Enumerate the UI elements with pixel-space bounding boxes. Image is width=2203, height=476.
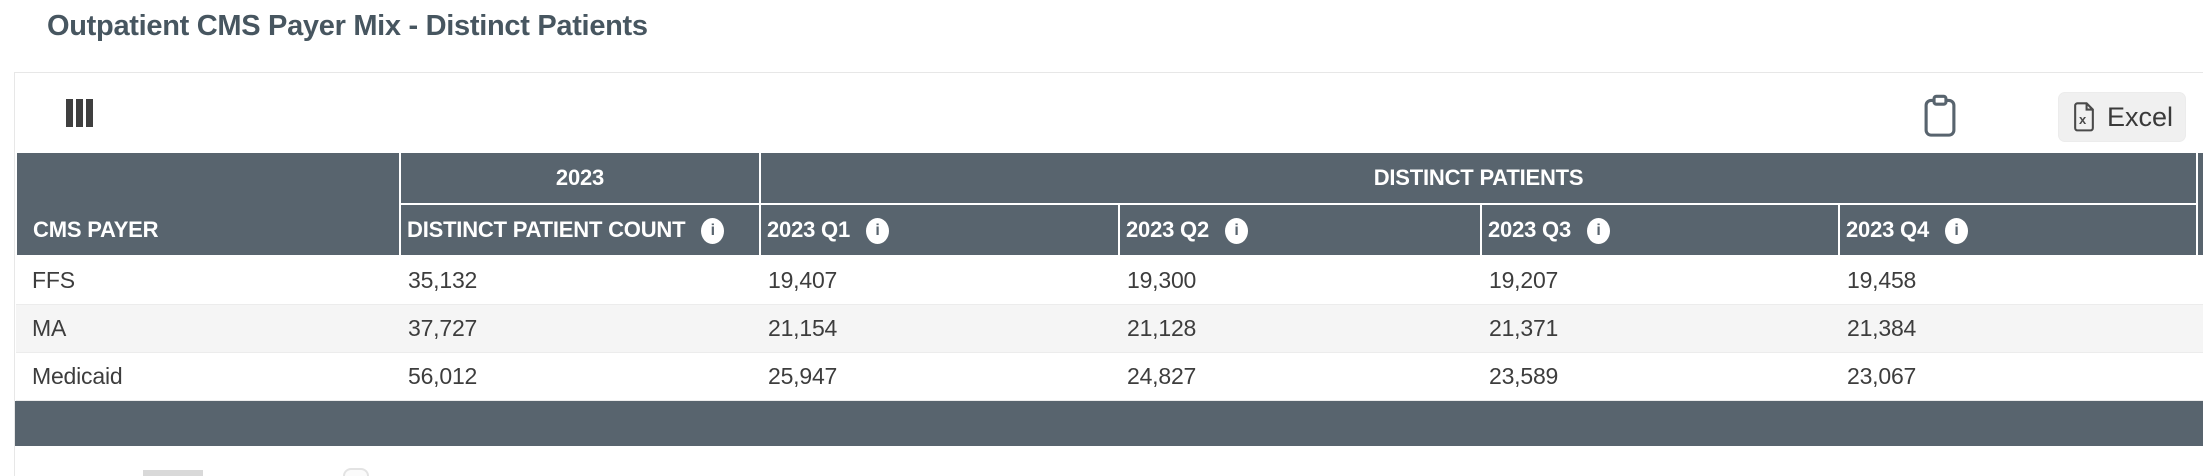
cell-value: 35,132 xyxy=(400,256,760,305)
cell-value: 21,371 xyxy=(1481,304,1839,353)
svg-text:x: x xyxy=(2079,112,2087,127)
column-header-label: 2023 Q2 xyxy=(1126,217,1210,243)
cell-value: 19,407 xyxy=(760,256,1119,305)
cell-value: 25,947 xyxy=(760,352,1119,401)
excel-file-icon: x xyxy=(2074,102,2094,132)
cell-payer: Medicaid xyxy=(16,352,400,401)
columns-icon xyxy=(76,99,83,127)
cell-sliver xyxy=(2197,256,2203,305)
table-row: MA 37,727 21,154 21,128 21,371 21,384 xyxy=(16,304,2203,353)
columns-icon xyxy=(86,99,93,127)
table-row: Medicaid 56,012 25,947 24,827 23,589 23,… xyxy=(16,352,2203,401)
column-header-label: 2023 Q3 xyxy=(1488,217,1572,243)
column-header-2023-q4[interactable]: 2023 Q4 i xyxy=(1837,203,2199,257)
column-picker-button[interactable] xyxy=(66,99,93,127)
table-row: FFS 35,132 19,407 19,300 19,207 19,458 xyxy=(16,256,2203,305)
cell-payer: MA xyxy=(16,304,400,353)
column-header-2023-q3[interactable]: 2023 Q3 i xyxy=(1480,203,1840,257)
cell-value: 21,384 xyxy=(1839,304,2198,353)
column-header-2023-q2[interactable]: 2023 Q2 i xyxy=(1118,203,1482,257)
cell-value: 21,154 xyxy=(760,304,1119,353)
next-column-sliver xyxy=(2196,151,2203,257)
cell-value: 37,727 xyxy=(400,304,760,353)
group-header-distinct-patients: DISTINCT PATIENTS xyxy=(758,151,2199,205)
column-header-label: CMS PAYER xyxy=(33,217,159,242)
cell-value: 23,589 xyxy=(1481,352,1839,401)
payer-mix-table: CMS PAYER 2023 DISTINCT PATIENTS DISTINC… xyxy=(15,151,2203,401)
info-icon[interactable]: i xyxy=(865,217,889,244)
clipboard-icon xyxy=(1924,94,1956,137)
cropped-element-fragment xyxy=(143,470,203,476)
copy-to-clipboard-button[interactable] xyxy=(1923,94,1957,138)
info-icon[interactable]: i xyxy=(1586,217,1610,244)
info-icon[interactable]: i xyxy=(1224,217,1248,244)
table-footer-bar xyxy=(15,400,2203,446)
cell-sliver xyxy=(2197,304,2203,353)
cell-value: 19,207 xyxy=(1481,256,1839,305)
excel-button-label: Excel xyxy=(2106,101,2174,132)
widget-toolbar: x Excel xyxy=(15,73,2203,151)
column-header-2023-q1[interactable]: 2023 Q1 i xyxy=(759,203,1120,257)
info-icon[interactable]: i xyxy=(701,217,725,244)
cell-payer: FFS xyxy=(16,256,400,305)
cell-sliver xyxy=(2197,352,2203,401)
column-header-label: 2023 Q4 xyxy=(1846,217,1930,243)
column-header-label: 2023 Q1 xyxy=(767,217,851,243)
info-icon[interactable]: i xyxy=(1944,217,1968,244)
excel-export-button[interactable]: x Excel xyxy=(2058,92,2186,142)
group-header-2023: 2023 xyxy=(399,151,761,205)
column-header-cms-payer[interactable]: CMS PAYER xyxy=(15,151,401,257)
page-title: Outpatient CMS Payer Mix - Distinct Pati… xyxy=(47,10,648,42)
cell-value: 21,128 xyxy=(1119,304,1481,353)
cropped-element-fragment xyxy=(343,468,369,476)
cell-value: 23,067 xyxy=(1839,352,2198,401)
cell-value: 24,827 xyxy=(1119,352,1481,401)
payer-mix-widget: x Excel CMS PAYER 2023 DISTINCT PATIENTS xyxy=(14,72,2203,476)
cell-value: 56,012 xyxy=(400,352,760,401)
column-header-distinct-patient-count[interactable]: DISTINCT PATIENT COUNT i xyxy=(399,203,761,257)
cell-value: 19,458 xyxy=(1839,256,2198,305)
column-header-label: DISTINCT PATIENT COUNT xyxy=(407,217,686,243)
columns-icon xyxy=(66,99,73,127)
cell-value: 19,300 xyxy=(1119,256,1481,305)
